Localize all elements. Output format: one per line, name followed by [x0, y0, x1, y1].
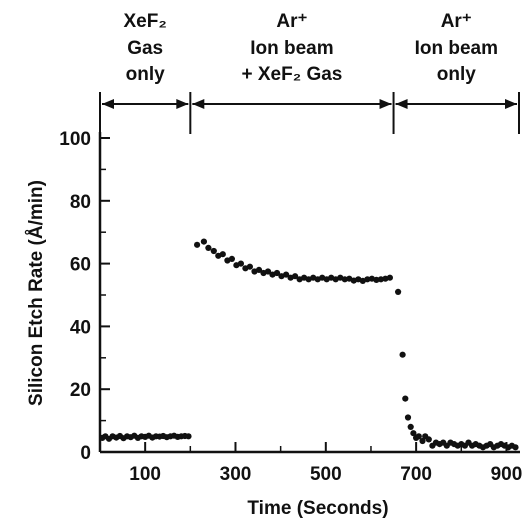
x-tick-label: 100	[129, 464, 161, 485]
data-point	[200, 238, 207, 245]
x-tick-label: 500	[310, 464, 342, 485]
x-axis-title: Time (Seconds)	[247, 498, 388, 519]
data-point	[283, 271, 290, 278]
arrow-left-icon	[102, 99, 114, 109]
data-point	[410, 430, 417, 437]
data-point	[246, 263, 253, 270]
data-point	[210, 247, 217, 255]
y-tick-label: 60	[70, 255, 91, 276]
y-tick-label: 20	[70, 380, 91, 401]
data-point	[512, 444, 519, 451]
phase-label-line: XeF₂	[124, 11, 167, 32]
phase-bar	[99, 92, 520, 134]
arrow-right-icon	[176, 99, 189, 109]
data-point	[219, 251, 226, 258]
data-point	[404, 414, 412, 421]
data-point	[402, 395, 409, 402]
data-point	[399, 351, 406, 358]
data-point	[425, 436, 432, 443]
phase-label-line: Ar⁺	[276, 11, 307, 32]
data-point	[264, 268, 272, 275]
data-points	[99, 238, 519, 451]
phase-label-line: Gas	[127, 38, 163, 59]
data-point	[237, 260, 244, 267]
x-tick-label: 900	[491, 464, 522, 485]
phase-labels: XeF₂ Gas only Ar⁺ Ion beam + XeF₂ Gas Ar⁺ Ion b…	[124, 11, 498, 85]
y-axis-title: Silicon Etch Rate (Å/min)	[26, 180, 47, 406]
arrow-left-icon	[395, 99, 408, 109]
data-point	[194, 241, 201, 248]
data-point	[205, 244, 212, 251]
phase-label-line: only	[437, 64, 476, 85]
data-point	[228, 255, 235, 262]
phase-label-line: only	[126, 64, 165, 85]
phase-label-line: Ion beam	[415, 38, 498, 59]
tick-labels: 0 20 40 60 80 100 100 300 500 700 900	[59, 129, 522, 485]
phase-label-line: Ar⁺	[441, 11, 472, 32]
y-tick-label: 80	[70, 192, 91, 213]
data-point	[185, 433, 192, 440]
arrow-right-icon	[379, 99, 392, 109]
x-tick-label: 300	[220, 464, 252, 485]
data-point	[273, 269, 281, 277]
x-tick-label: 700	[400, 464, 432, 485]
data-point	[407, 423, 414, 430]
data-point	[395, 288, 402, 295]
phase-label-line: Ion beam	[250, 38, 333, 59]
arrow-left-icon	[192, 99, 205, 109]
axes	[98, 132, 520, 454]
arrow-right-icon	[505, 99, 517, 109]
data-point	[419, 437, 426, 445]
y-tick-label: 0	[80, 443, 91, 464]
y-tick-label: 40	[70, 317, 91, 338]
phase-label-line: + XeF₂ Gas	[242, 64, 343, 85]
data-point	[255, 266, 263, 273]
data-point	[415, 433, 422, 440]
data-point	[292, 273, 299, 280]
data-point	[386, 274, 393, 281]
y-tick-label: 100	[59, 129, 91, 150]
